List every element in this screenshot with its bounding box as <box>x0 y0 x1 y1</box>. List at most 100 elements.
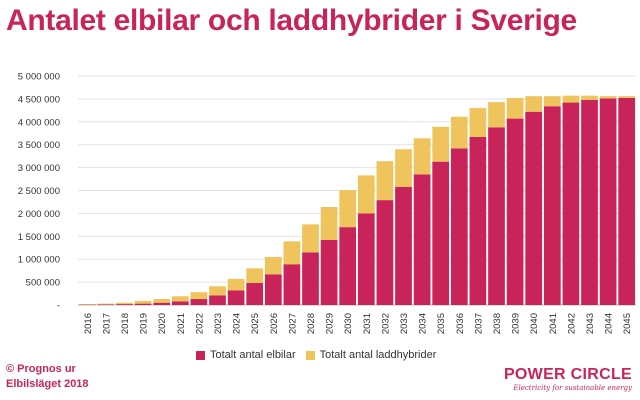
legend-label-elbilar: Totalt antal elbilar <box>210 349 296 361</box>
y-tick-label: 500 000 <box>26 278 60 289</box>
bar-laddhybrider-2021 <box>171 296 189 302</box>
bar-elbilar-2028 <box>302 252 319 305</box>
bar-elbilar-2040 <box>525 111 543 305</box>
bar-elbilar-2034 <box>413 174 431 305</box>
x-tick-label: 2020 <box>157 313 168 334</box>
brand-logo: POWER CIRCLE Electricity for sustainable… <box>504 366 632 392</box>
y-tick-label: 5 000 000 <box>18 72 60 83</box>
bar-elbilar-2043 <box>581 99 598 305</box>
bar-elbilar-2026 <box>264 274 282 305</box>
bar-elbilar-2024 <box>227 290 245 305</box>
x-tick-label: 2038 <box>492 313 503 334</box>
bar-elbilar-2031 <box>357 213 375 305</box>
x-tick-label: 2021 <box>176 313 187 334</box>
bar-laddhybrider-2020 <box>153 299 171 303</box>
bar-elbilar-2022 <box>190 299 208 305</box>
legend-swatch-elbilar <box>196 350 205 360</box>
bar-laddhybrider-2044 <box>599 96 617 99</box>
x-tick-label: 2034 <box>418 313 429 334</box>
bar-laddhybrider-2023 <box>209 286 226 296</box>
bar-laddhybrider-2025 <box>246 268 264 284</box>
x-tick-label: 2027 <box>287 313 298 334</box>
bar-elbilar-2018 <box>116 304 133 305</box>
bar-elbilar-2037 <box>469 136 487 305</box>
bar-laddhybrider-2022 <box>190 292 208 300</box>
x-tick-label: 2039 <box>511 313 522 334</box>
y-axis-labels: - 500 000 1 000 000 1 500 000 2 000 000 2 500… <box>18 72 60 312</box>
x-tick-label: 2023 <box>213 313 224 334</box>
y-tick-label: 3 500 000 <box>18 140 60 151</box>
x-tick-label: 2016 <box>83 313 94 334</box>
bar-laddhybrider-2026 <box>264 256 282 275</box>
y-tick-label: 1 500 000 <box>18 232 60 243</box>
y-tick-label: 4 500 000 <box>18 94 60 105</box>
bar-elbilar-2027 <box>283 264 301 305</box>
bar-laddhybrider-2024 <box>227 278 245 291</box>
bar-elbilar-2020 <box>153 302 171 305</box>
bar-laddhybrider-2039 <box>506 97 524 119</box>
x-tick-label: 2041 <box>548 313 559 334</box>
bar-laddhybrider-2043 <box>581 95 598 100</box>
page-title: Antalet elbilar och laddhybrider i Sveri… <box>6 4 577 37</box>
bar-laddhybrider-2018 <box>116 302 133 305</box>
bar-elbilar-2029 <box>320 239 338 305</box>
bar-laddhybrider-2016 <box>78 304 96 305</box>
chart-gridlines <box>78 75 636 306</box>
x-tick-label: 2044 <box>604 313 615 334</box>
source-line-1: © Prognos ur <box>6 363 76 375</box>
bar-laddhybrider-2019 <box>134 300 152 304</box>
x-tick-label: 2018 <box>120 313 131 334</box>
bar-elbilar-2036 <box>450 148 468 305</box>
x-tick-label: 2045 <box>622 313 633 334</box>
bar-elbilar-2038 <box>488 127 505 306</box>
y-tick-label: - <box>57 301 60 312</box>
bar-laddhybrider-2037 <box>469 108 487 137</box>
bar-laddhybrider-2035 <box>432 126 450 162</box>
bar-elbilar-2041 <box>543 106 561 305</box>
x-tick-label: 2031 <box>362 313 373 334</box>
bar-elbilar-2025 <box>246 283 264 305</box>
x-tick-label: 2030 <box>343 313 354 334</box>
bar-laddhybrider-2040 <box>525 96 543 112</box>
y-tick-label: 1 000 000 <box>18 255 60 266</box>
chart-legend: Totalt antal elbilar Totalt antal laddhy… <box>196 349 436 361</box>
bar-elbilar-2044 <box>599 98 617 305</box>
y-tick-label: 2 500 000 <box>18 186 60 197</box>
legend-item-laddhybrider: Totalt antal laddhybrider <box>305 349 436 361</box>
x-tick-label: 2024 <box>232 313 243 334</box>
bar-laddhybrider-2041 <box>543 96 561 107</box>
x-tick-label: 2037 <box>473 313 484 334</box>
x-tick-label: 2017 <box>101 313 112 334</box>
bar-laddhybrider-2033 <box>395 149 412 187</box>
bar-laddhybrider-2031 <box>357 175 375 214</box>
x-tick-label: 2026 <box>269 313 280 334</box>
y-tick-label: 4 000 000 <box>18 117 60 128</box>
bar-laddhybrider-2029 <box>320 206 338 240</box>
x-tick-label: 2028 <box>306 313 317 334</box>
brand-name: POWER CIRCLE <box>503 366 632 383</box>
bar-elbilar-2023 <box>209 295 226 305</box>
bar-laddhybrider-2045 <box>618 96 636 98</box>
source-note: © Prognos ur Elbilsläget 2018 <box>6 362 89 392</box>
bar-elbilar-2032 <box>376 200 394 305</box>
x-tick-label: 2042 <box>566 313 577 334</box>
bar-elbilar-2021 <box>171 301 189 305</box>
x-tick-label: 2033 <box>399 313 410 334</box>
bar-elbilar-2017 <box>97 304 115 305</box>
x-tick-label: 2043 <box>585 313 596 334</box>
bar-laddhybrider-2017 <box>97 303 115 305</box>
brand-tagline: Electricity for sustainable energy <box>513 384 632 392</box>
bar-elbilar-2030 <box>339 227 357 305</box>
y-tick-label: 3 000 000 <box>18 163 60 174</box>
bar-laddhybrider-2034 <box>413 138 431 175</box>
x-tick-label: 2032 <box>380 313 391 334</box>
bar-laddhybrider-2036 <box>450 116 468 149</box>
x-tick-label: 2036 <box>455 313 466 334</box>
bar-elbilar-2042 <box>562 102 580 306</box>
source-line-2: Elbilsläget 2018 <box>6 378 89 390</box>
y-tick-label: 2 000 000 <box>18 209 60 220</box>
x-tick-label: 2022 <box>194 313 205 334</box>
x-tick-label: 2040 <box>529 313 540 334</box>
bar-laddhybrider-2042 <box>562 95 580 103</box>
